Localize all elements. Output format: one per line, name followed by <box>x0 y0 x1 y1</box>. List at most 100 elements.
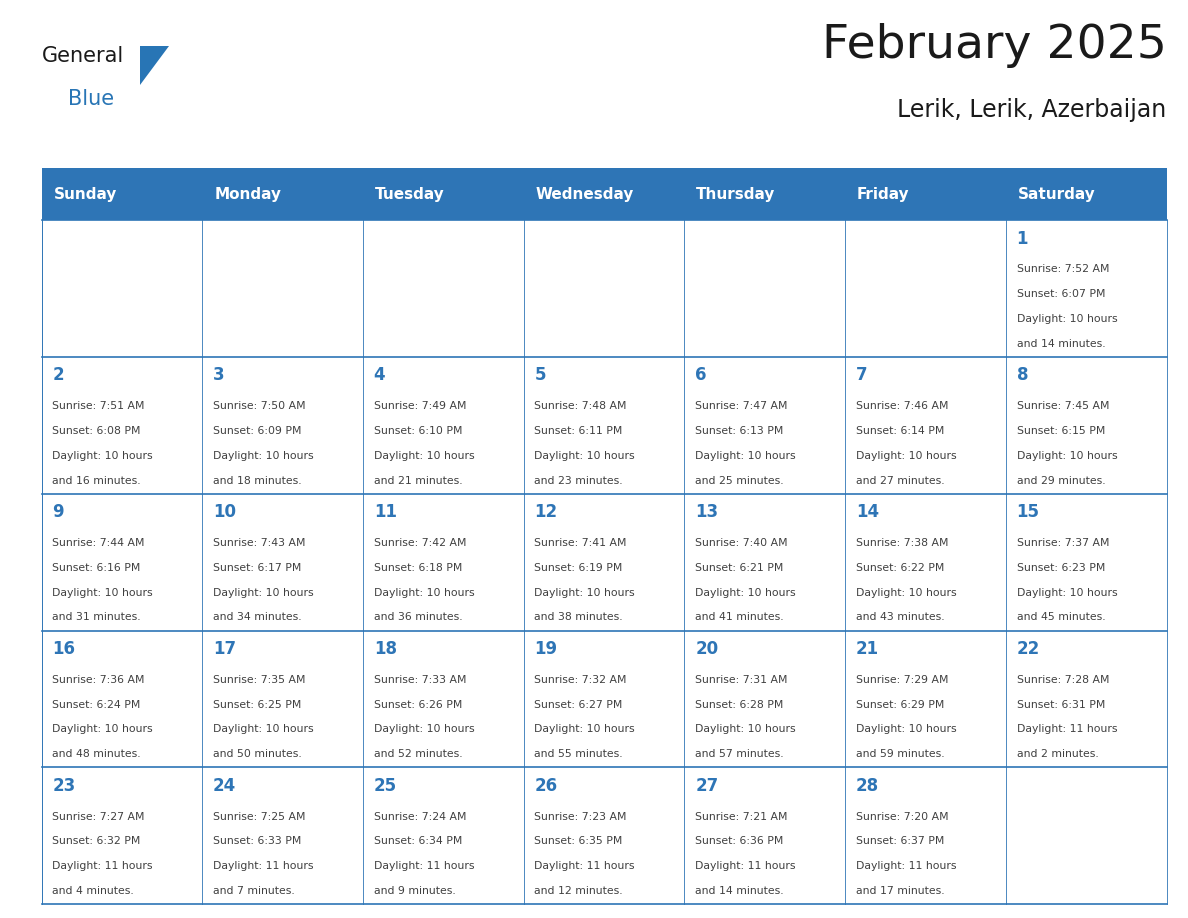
Text: and 25 minutes.: and 25 minutes. <box>695 476 784 486</box>
Text: Sunset: 6:13 PM: Sunset: 6:13 PM <box>695 426 784 436</box>
Text: Sunrise: 7:41 AM: Sunrise: 7:41 AM <box>535 538 627 548</box>
Text: February 2025: February 2025 <box>822 23 1167 68</box>
Text: and 50 minutes.: and 50 minutes. <box>213 749 302 759</box>
Text: Sunset: 6:11 PM: Sunset: 6:11 PM <box>535 426 623 436</box>
Text: 9: 9 <box>52 503 64 521</box>
Text: Sunset: 6:15 PM: Sunset: 6:15 PM <box>1017 426 1105 436</box>
Text: Sunset: 6:23 PM: Sunset: 6:23 PM <box>1017 563 1105 573</box>
Text: Sunset: 6:14 PM: Sunset: 6:14 PM <box>855 426 944 436</box>
Text: Sunrise: 7:36 AM: Sunrise: 7:36 AM <box>52 675 145 685</box>
Bar <box>42 168 1167 220</box>
Text: Daylight: 10 hours: Daylight: 10 hours <box>52 451 153 461</box>
Text: Sunset: 6:10 PM: Sunset: 6:10 PM <box>374 426 462 436</box>
Text: Sunrise: 7:21 AM: Sunrise: 7:21 AM <box>695 812 788 822</box>
Text: 14: 14 <box>855 503 879 521</box>
Text: Daylight: 10 hours: Daylight: 10 hours <box>695 724 796 734</box>
Text: Daylight: 11 hours: Daylight: 11 hours <box>855 861 956 871</box>
Text: Daylight: 11 hours: Daylight: 11 hours <box>213 861 314 871</box>
Text: Daylight: 11 hours: Daylight: 11 hours <box>52 861 153 871</box>
Text: and 34 minutes.: and 34 minutes. <box>213 612 302 622</box>
Text: and 21 minutes.: and 21 minutes. <box>374 476 462 486</box>
Text: Daylight: 10 hours: Daylight: 10 hours <box>1017 451 1117 461</box>
Text: and 14 minutes.: and 14 minutes. <box>695 886 784 896</box>
Text: Sunset: 6:35 PM: Sunset: 6:35 PM <box>535 836 623 846</box>
Text: 10: 10 <box>213 503 236 521</box>
Text: Sunrise: 7:25 AM: Sunrise: 7:25 AM <box>213 812 305 822</box>
Text: Daylight: 10 hours: Daylight: 10 hours <box>374 724 474 734</box>
Text: Monday: Monday <box>214 186 282 202</box>
Text: 17: 17 <box>213 640 236 658</box>
Text: 2: 2 <box>52 366 64 385</box>
Text: Sunrise: 7:43 AM: Sunrise: 7:43 AM <box>213 538 305 548</box>
Text: and 17 minutes.: and 17 minutes. <box>855 886 944 896</box>
Text: 20: 20 <box>695 640 719 658</box>
Text: Daylight: 10 hours: Daylight: 10 hours <box>52 724 153 734</box>
Text: Daylight: 10 hours: Daylight: 10 hours <box>213 724 314 734</box>
Text: Sunset: 6:33 PM: Sunset: 6:33 PM <box>213 836 302 846</box>
Text: and 45 minutes.: and 45 minutes. <box>1017 612 1105 622</box>
Text: Daylight: 11 hours: Daylight: 11 hours <box>1017 724 1117 734</box>
Text: Daylight: 10 hours: Daylight: 10 hours <box>213 588 314 598</box>
Text: Daylight: 10 hours: Daylight: 10 hours <box>213 451 314 461</box>
Text: 27: 27 <box>695 777 719 795</box>
Text: Sunrise: 7:23 AM: Sunrise: 7:23 AM <box>535 812 627 822</box>
Text: 15: 15 <box>1017 503 1040 521</box>
Text: Sunset: 6:36 PM: Sunset: 6:36 PM <box>695 836 784 846</box>
Text: Daylight: 10 hours: Daylight: 10 hours <box>855 724 956 734</box>
Text: 26: 26 <box>535 777 557 795</box>
Text: Sunset: 6:25 PM: Sunset: 6:25 PM <box>213 700 302 710</box>
Text: Sunset: 6:18 PM: Sunset: 6:18 PM <box>374 563 462 573</box>
Text: 22: 22 <box>1017 640 1040 658</box>
Text: Sunset: 6:24 PM: Sunset: 6:24 PM <box>52 700 140 710</box>
Text: Daylight: 10 hours: Daylight: 10 hours <box>855 451 956 461</box>
Text: 7: 7 <box>855 366 867 385</box>
Text: Daylight: 10 hours: Daylight: 10 hours <box>535 724 636 734</box>
Text: Sunset: 6:16 PM: Sunset: 6:16 PM <box>52 563 140 573</box>
Text: 3: 3 <box>213 366 225 385</box>
Text: Friday: Friday <box>857 186 910 202</box>
Text: 12: 12 <box>535 503 557 521</box>
Text: 13: 13 <box>695 503 719 521</box>
Text: and 52 minutes.: and 52 minutes. <box>374 749 462 759</box>
Text: 11: 11 <box>374 503 397 521</box>
Text: and 38 minutes.: and 38 minutes. <box>535 612 623 622</box>
Text: Sunrise: 7:29 AM: Sunrise: 7:29 AM <box>855 675 948 685</box>
Text: Sunrise: 7:50 AM: Sunrise: 7:50 AM <box>213 401 305 411</box>
Text: Sunrise: 7:49 AM: Sunrise: 7:49 AM <box>374 401 466 411</box>
Text: Sunrise: 7:51 AM: Sunrise: 7:51 AM <box>52 401 145 411</box>
Text: Daylight: 10 hours: Daylight: 10 hours <box>855 588 956 598</box>
Text: 8: 8 <box>1017 366 1028 385</box>
Text: Sunrise: 7:45 AM: Sunrise: 7:45 AM <box>1017 401 1110 411</box>
Text: 25: 25 <box>374 777 397 795</box>
Text: and 31 minutes.: and 31 minutes. <box>52 612 141 622</box>
Text: and 59 minutes.: and 59 minutes. <box>855 749 944 759</box>
Text: and 27 minutes.: and 27 minutes. <box>855 476 944 486</box>
Text: and 29 minutes.: and 29 minutes. <box>1017 476 1105 486</box>
Text: Sunset: 6:19 PM: Sunset: 6:19 PM <box>535 563 623 573</box>
Text: Sunrise: 7:37 AM: Sunrise: 7:37 AM <box>1017 538 1110 548</box>
Text: Tuesday: Tuesday <box>375 186 444 202</box>
Text: Daylight: 10 hours: Daylight: 10 hours <box>52 588 153 598</box>
Text: 16: 16 <box>52 640 75 658</box>
Text: 19: 19 <box>535 640 557 658</box>
Text: 1: 1 <box>1017 230 1028 248</box>
Text: 23: 23 <box>52 777 76 795</box>
Text: and 16 minutes.: and 16 minutes. <box>52 476 141 486</box>
Text: Daylight: 11 hours: Daylight: 11 hours <box>374 861 474 871</box>
Text: and 2 minutes.: and 2 minutes. <box>1017 749 1099 759</box>
Text: and 57 minutes.: and 57 minutes. <box>695 749 784 759</box>
Text: Daylight: 10 hours: Daylight: 10 hours <box>535 588 636 598</box>
Text: Sunrise: 7:24 AM: Sunrise: 7:24 AM <box>374 812 466 822</box>
Text: Sunrise: 7:52 AM: Sunrise: 7:52 AM <box>1017 264 1110 274</box>
Text: Sunset: 6:21 PM: Sunset: 6:21 PM <box>695 563 784 573</box>
Text: 21: 21 <box>855 640 879 658</box>
Text: Lerik, Lerik, Azerbaijan: Lerik, Lerik, Azerbaijan <box>897 98 1167 122</box>
Text: 4: 4 <box>374 366 385 385</box>
Text: and 4 minutes.: and 4 minutes. <box>52 886 134 896</box>
Text: Sunset: 6:28 PM: Sunset: 6:28 PM <box>695 700 784 710</box>
Text: Sunset: 6:31 PM: Sunset: 6:31 PM <box>1017 700 1105 710</box>
Text: 6: 6 <box>695 366 707 385</box>
Text: and 7 minutes.: and 7 minutes. <box>213 886 295 896</box>
Text: and 12 minutes.: and 12 minutes. <box>535 886 623 896</box>
Text: Sunset: 6:07 PM: Sunset: 6:07 PM <box>1017 289 1105 299</box>
